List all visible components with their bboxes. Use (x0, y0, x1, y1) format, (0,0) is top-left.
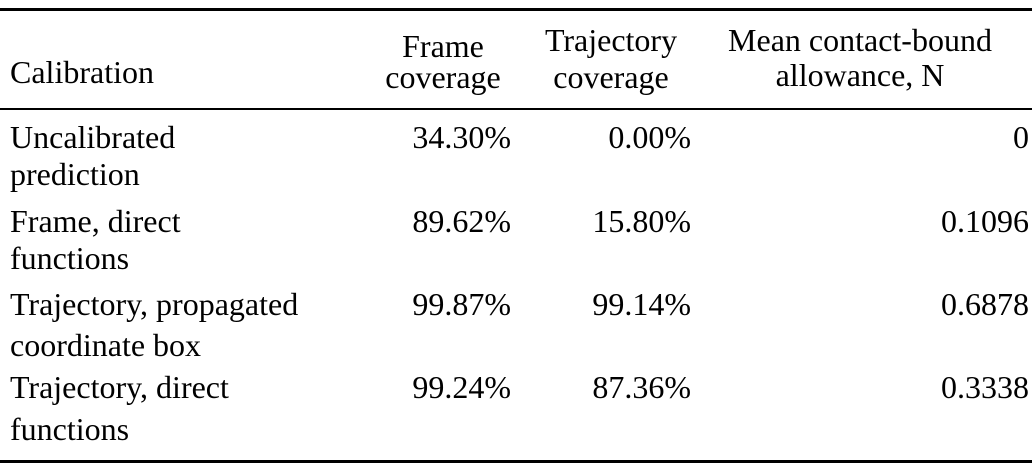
header-trajectory-coverage-line2: coverage (553, 59, 669, 95)
trajectory-coverage-cell: 0.00% (608, 119, 691, 155)
header-frame-coverage-line1: Frame (402, 28, 484, 64)
trajectory-coverage-cell: 99.14% (592, 286, 691, 322)
row-label-line2: functions (10, 240, 130, 276)
allowance-cell: 0.1096 (941, 203, 1029, 239)
row-label-line1: Trajectory, direct (10, 369, 229, 405)
header-calibration: Calibration (10, 54, 154, 90)
row-label-line2: coordinate box (10, 327, 202, 363)
allowance-cell: 0.6878 (941, 286, 1029, 322)
header-frame-coverage-line2: coverage (385, 59, 501, 95)
frame-coverage-cell: 99.87% (412, 286, 511, 322)
row-label-line1: Uncalibrated (10, 119, 176, 155)
row-label-line1: Frame, direct (10, 203, 181, 239)
frame-coverage-cell: 34.30% (412, 119, 511, 155)
row-label-line2: prediction (10, 156, 140, 192)
allowance-cell: 0.3338 (941, 369, 1029, 405)
row-label-line1: Trajectory, propagated (10, 286, 299, 322)
row-label-line2: functions (10, 411, 130, 447)
header-allowance-line2: allowance, N (775, 57, 945, 93)
allowance-cell: 0 (1013, 119, 1029, 155)
top-rule (0, 8, 1032, 11)
bottom-rule (0, 460, 1032, 463)
header-allowance-line1: Mean contact-bound (728, 22, 992, 58)
trajectory-coverage-cell: 87.36% (592, 369, 691, 405)
frame-coverage-cell: 99.24% (412, 369, 511, 405)
header-trajectory-coverage-line1: Trajectory (544, 22, 678, 58)
header-rule (0, 108, 1032, 110)
frame-coverage-cell: 89.62% (412, 203, 511, 239)
trajectory-coverage-cell: 15.80% (592, 203, 691, 239)
